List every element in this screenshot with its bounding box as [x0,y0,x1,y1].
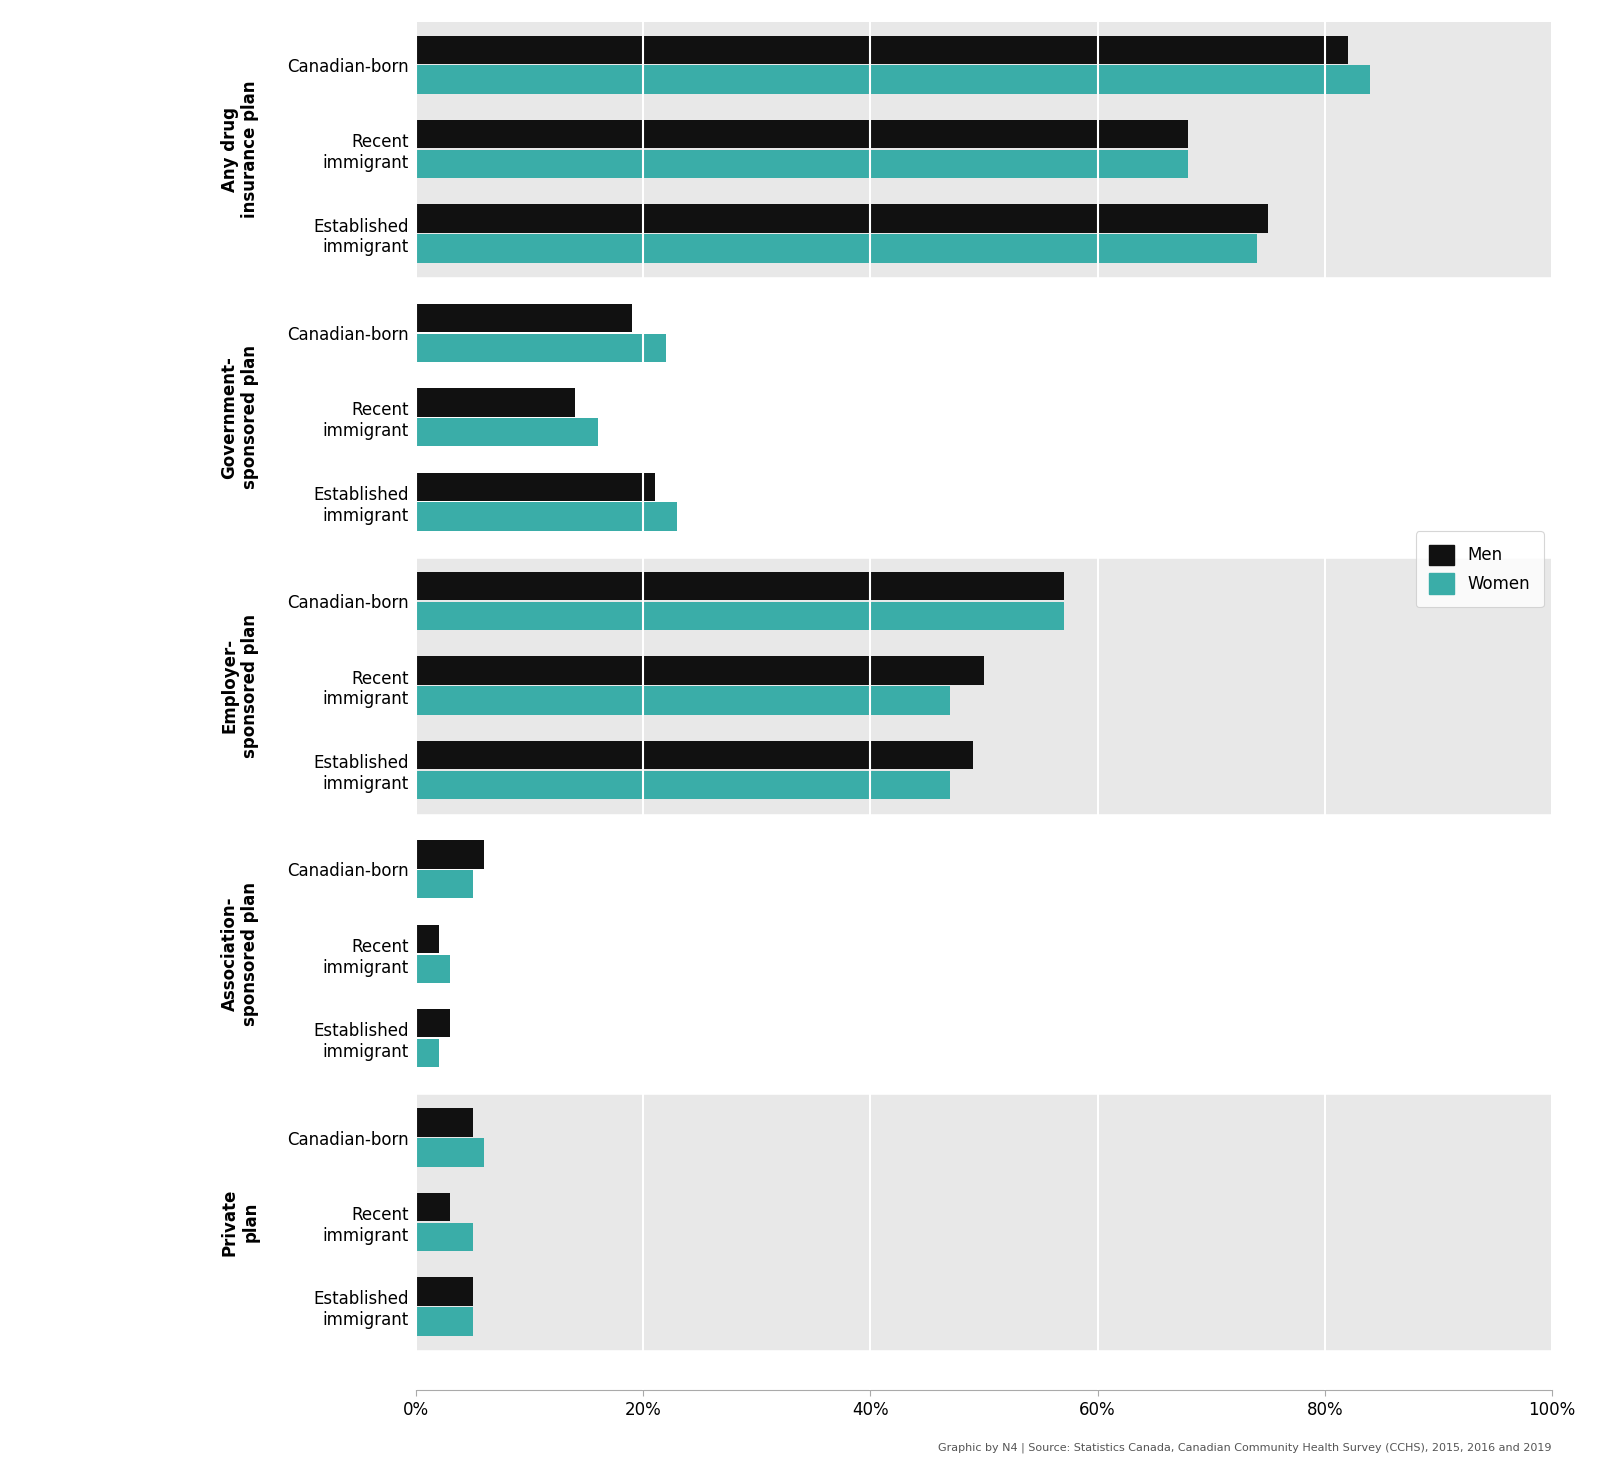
Bar [416,1094,1552,1349]
Bar [416,656,984,685]
Bar [416,1039,438,1068]
Bar [416,1277,474,1306]
Text: Employer-
sponsored plan: Employer- sponsored plan [221,613,259,758]
Bar [416,503,677,531]
Bar [416,1193,450,1221]
Bar [416,204,1267,232]
Bar [416,290,1552,544]
Bar [416,418,598,446]
Text: Association-
sponsored plan: Association- sponsored plan [221,881,259,1025]
Text: Graphic by N4 | Source: Statistics Canada, Canadian Community Health Survey (CCH: Graphic by N4 | Source: Statistics Canad… [939,1443,1552,1453]
Bar [416,1222,474,1252]
Bar [416,559,1552,812]
Legend: Men, Women: Men, Women [1416,531,1544,608]
Text: Government-
sponsored plan: Government- sponsored plan [221,346,259,490]
Bar [416,472,654,502]
Bar [416,827,1552,1081]
Bar [416,303,632,332]
Bar [416,925,438,953]
Bar [416,687,950,715]
Bar [416,1109,474,1137]
Bar [416,840,485,868]
Bar [416,35,1347,63]
Bar [416,150,1189,178]
Bar [416,121,1189,149]
Bar [416,1009,450,1037]
Bar [416,1139,485,1167]
Bar [416,1308,474,1336]
Bar [416,869,474,899]
Bar [416,334,666,362]
Bar [416,388,574,416]
Text: Any drug
insurance plan: Any drug insurance plan [221,81,259,218]
Bar [416,572,1064,600]
Bar [416,771,950,799]
Bar [416,955,450,983]
Bar [416,741,973,769]
Text: Private
plan: Private plan [221,1189,259,1256]
Bar [416,602,1064,630]
Bar [416,234,1256,263]
Bar [416,65,1370,94]
Bar [416,22,1552,277]
